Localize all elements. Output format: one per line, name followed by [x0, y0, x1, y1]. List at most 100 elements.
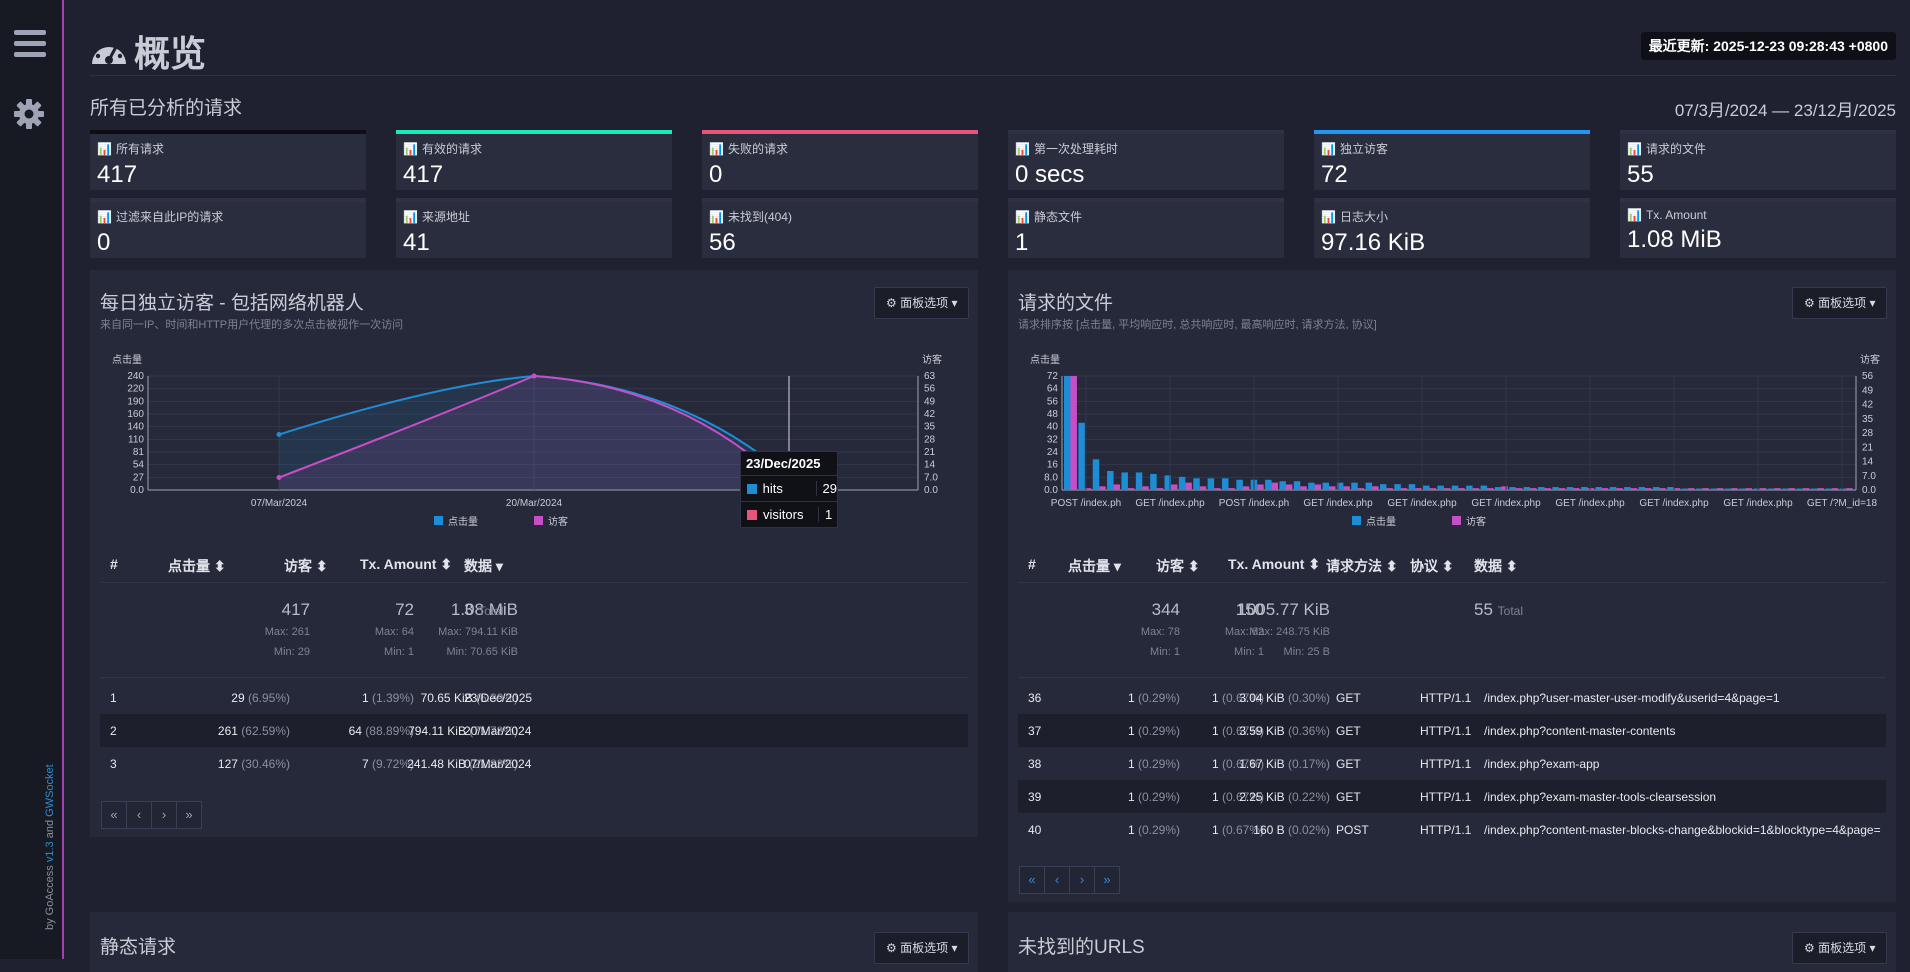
- y-left-tick-label: 48: [1047, 409, 1059, 420]
- data-point: [531, 373, 537, 379]
- col-method[interactable]: 请求方法 ⬍: [1326, 558, 1398, 574]
- table-row[interactable]: 3 127 (30.46%) 7 (9.72%) 241.48 KiB (21.83%…: [100, 747, 968, 780]
- bar-visitors: [1803, 488, 1810, 490]
- pager-last-button[interactable]: »: [176, 801, 202, 829]
- pager-prev-button[interactable]: ‹: [126, 801, 152, 829]
- bar-visitors: [1817, 488, 1824, 490]
- visitors-options-button[interactable]: ⚙ 面板选项 ▾: [874, 287, 970, 319]
- static-options-button[interactable]: ⚙ 面板选项 ▾: [874, 932, 970, 964]
- pager-first-button[interactable]: «: [1019, 866, 1045, 894]
- table-row[interactable]: 40 1 (0.29%) 1 (0.67%) 160 B (0.02%) POST HTT…: [1018, 813, 1886, 846]
- bar-visitors: [1070, 376, 1077, 490]
- sidebar: by GoAccess v1.3 and GWSocket: [0, 0, 64, 959]
- overview-card: 📊 过滤来自此IP的请求 0: [90, 198, 366, 258]
- overview-card: 📊 第一次处理耗时 0 secs: [1008, 130, 1284, 190]
- card-value: 1.08 MiB: [1627, 226, 1722, 253]
- bar-visitors: [1257, 484, 1264, 490]
- pager-prev-button[interactable]: ‹: [1044, 866, 1070, 894]
- bar-visitors: [1443, 488, 1451, 490]
- table-row[interactable]: 37 1 (0.29%) 1 (0.67%) 3.59 KiB (0.36%) GET H…: [1018, 714, 1886, 747]
- col-data[interactable]: 数据 ▾: [464, 558, 503, 574]
- files-panel: 请求的文件 请求排序按 [点击量, 平均响应时, 总共响应时, 最高响应时, 请…: [1008, 270, 1896, 902]
- pager-next-button[interactable]: ›: [151, 801, 177, 829]
- legend-label: 点击量: [1366, 516, 1396, 528]
- gear-icon[interactable]: [13, 98, 45, 130]
- col-index: #: [110, 556, 118, 572]
- pager-first-button[interactable]: «: [101, 801, 127, 829]
- bar-hits: [1581, 487, 1588, 490]
- table-row[interactable]: 2 261 (62.59%) 64 (88.89%) 794.11 KiB (71.7…: [100, 714, 968, 747]
- bar-visitors: [1515, 488, 1523, 490]
- sum-hits: 417: [281, 600, 310, 619]
- card-label: 📊 来源地址: [403, 209, 470, 225]
- sum-data: 3 Total: [464, 600, 504, 619]
- y-right-tick-label: 35: [924, 422, 936, 433]
- bar-hits: [1293, 481, 1301, 490]
- visitors-pager: «‹ ›»: [101, 801, 202, 829]
- col-visitors[interactable]: 访客 ⬍: [284, 558, 328, 574]
- bar-visitors: [1630, 488, 1638, 490]
- data-point: [276, 475, 282, 481]
- credit-prefix: by GoAccess: [44, 865, 56, 930]
- col-tx[interactable]: Tx. Amount ⬍: [360, 556, 453, 572]
- y-left-tick-label: 56: [1047, 396, 1059, 407]
- files-options-button[interactable]: ⚙ 面板选项 ▾: [1792, 287, 1888, 319]
- y-left-tick-label: 32: [1047, 434, 1059, 445]
- col-protocol[interactable]: 协议 ⬍: [1410, 558, 1454, 574]
- bar-hits: [1380, 484, 1387, 490]
- sum-visitors: 150: [1235, 600, 1264, 619]
- card-value: 41: [403, 229, 430, 256]
- credit-version-link[interactable]: v1.3: [44, 841, 56, 863]
- bar-visitors: [1214, 488, 1221, 490]
- pager-next-button[interactable]: ›: [1069, 866, 1095, 894]
- hamburger-menu-icon[interactable]: [14, 30, 46, 58]
- row-index: 1: [110, 691, 117, 705]
- card-label: 📊 独立访客: [1321, 141, 1388, 157]
- bar-hits: [1437, 485, 1444, 490]
- y-left-tick-label: 16: [1047, 460, 1059, 471]
- sidebar-credit: by GoAccess v1.3 and GWSocket: [44, 764, 56, 930]
- bar-visitors: [1142, 486, 1149, 490]
- y-right-tick-label: 56: [1862, 371, 1874, 382]
- col-data[interactable]: 数据 ⬍: [1474, 558, 1518, 574]
- overview-card: 📊 所有请求 417: [90, 130, 366, 190]
- credit-gwsocket-link[interactable]: GWSocket: [44, 764, 56, 817]
- y-left-tick-label: 72: [1047, 371, 1059, 382]
- row-protocol: HTTP/1.1: [1420, 724, 1472, 738]
- col-visitors[interactable]: 访客 ⬍: [1156, 558, 1200, 574]
- row-hits: 1 (0.29%): [1127, 724, 1180, 738]
- tooltip-visitors-label: visitors: [763, 507, 804, 522]
- bar-chart-icon: 📊: [1015, 141, 1030, 156]
- row-method: GET: [1336, 691, 1361, 705]
- pager-last-button[interactable]: »: [1094, 866, 1120, 894]
- bar-visitors: [1242, 486, 1250, 490]
- col-hits[interactable]: 点击量 ▾: [1068, 558, 1121, 574]
- bar-visitors: [1357, 488, 1365, 490]
- col-hits[interactable]: 点击量 ⬍: [168, 558, 226, 574]
- table-row[interactable]: 38 1 (0.29%) 1 (0.67%) 1.67 KiB (0.17%) GET H…: [1018, 747, 1886, 780]
- bar-hits: [1667, 487, 1674, 490]
- row-hits: 1 (0.29%): [1127, 757, 1180, 771]
- overview-card: 📊 请求的文件 55: [1620, 130, 1896, 190]
- table-row[interactable]: 1 29 (6.95%) 1 (1.39%) 70.65 KiB (6.39%) 23/…: [100, 681, 968, 714]
- legend-swatch: [1452, 516, 1461, 525]
- bar-hits: [1064, 376, 1071, 490]
- row-index: 40: [1028, 823, 1042, 837]
- files-pager: «‹ ›»: [1019, 866, 1120, 894]
- y-right-tick-label: 56: [924, 384, 936, 395]
- static-requests-panel: 静态请求 ⚙ 面板选项 ▾: [90, 912, 978, 972]
- col-tx[interactable]: Tx. Amount ⬍: [1228, 556, 1321, 572]
- page-header: 概览 最近更新: 2025-12-23 09:28:43 +0800: [90, 22, 1896, 76]
- bar-visitors: [1372, 486, 1379, 490]
- y-right-tick-label: 21: [1862, 442, 1874, 453]
- not-found-panel: 未找到的URLS ⚙ 面板选项 ▾: [1008, 912, 1896, 972]
- bar-visitors: [1774, 488, 1781, 490]
- table-row[interactable]: 39 1 (0.29%) 1 (0.67%) 2.25 KiB (0.22%) GET H…: [1018, 780, 1886, 813]
- options-label: 面板选项: [1818, 296, 1867, 310]
- bar-visitors: [1329, 486, 1336, 490]
- row-data: /index.php?content-master-contents: [1484, 724, 1676, 738]
- bar-chart-icon: 📊: [1321, 209, 1336, 224]
- table-row[interactable]: 36 1 (0.29%) 1 (0.67%) 3.04 KiB (0.30%) GET H…: [1018, 681, 1886, 714]
- bar-visitors: [1429, 488, 1437, 490]
- not-found-options-button[interactable]: ⚙ 面板选项 ▾: [1792, 932, 1888, 964]
